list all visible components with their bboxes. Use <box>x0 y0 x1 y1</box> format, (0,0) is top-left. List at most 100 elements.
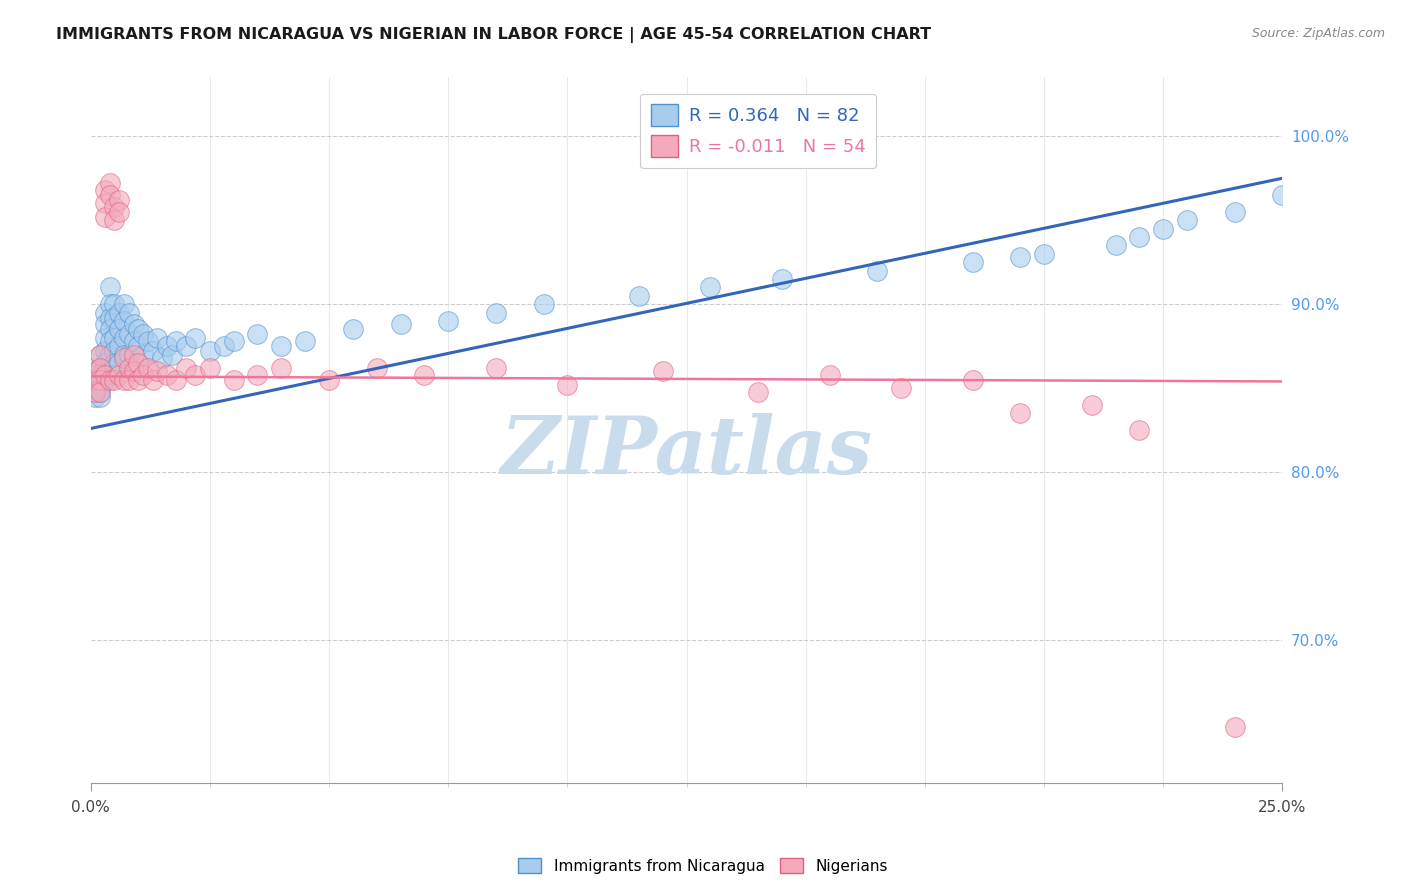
Point <box>366 361 388 376</box>
Point <box>174 339 197 353</box>
Point <box>122 348 145 362</box>
Point <box>103 356 125 370</box>
Point <box>94 210 117 224</box>
Point <box>627 289 650 303</box>
Point <box>156 368 179 382</box>
Point <box>103 344 125 359</box>
Point <box>122 356 145 370</box>
Point <box>94 318 117 332</box>
Point <box>127 356 149 370</box>
Point <box>818 368 841 382</box>
Point <box>103 373 125 387</box>
Point <box>222 373 245 387</box>
Point <box>112 373 135 387</box>
Point <box>485 361 508 376</box>
Point <box>112 348 135 362</box>
Point <box>94 356 117 370</box>
Point <box>89 361 111 376</box>
Point <box>246 327 269 342</box>
Point <box>156 339 179 353</box>
Point <box>132 327 155 342</box>
Point <box>94 368 117 382</box>
Point <box>89 361 111 376</box>
Point <box>103 297 125 311</box>
Point <box>89 381 111 395</box>
Point <box>108 204 131 219</box>
Point <box>142 373 165 387</box>
Point <box>122 334 145 348</box>
Point <box>118 327 141 342</box>
Point <box>890 381 912 395</box>
Point <box>132 368 155 382</box>
Point <box>1128 423 1150 437</box>
Point <box>118 373 141 387</box>
Point <box>198 344 221 359</box>
Point <box>89 348 111 362</box>
Point <box>866 263 889 277</box>
Point <box>533 297 555 311</box>
Point <box>962 373 984 387</box>
Point <box>318 373 340 387</box>
Point <box>127 322 149 336</box>
Point <box>89 373 111 387</box>
Point <box>89 368 111 382</box>
Text: IMMIGRANTS FROM NICARAGUA VS NIGERIAN IN LABOR FORCE | AGE 45-54 CORRELATION CHA: IMMIGRANTS FROM NICARAGUA VS NIGERIAN IN… <box>56 27 931 43</box>
Point <box>94 331 117 345</box>
Point <box>108 305 131 319</box>
Point <box>212 339 235 353</box>
Point <box>118 348 141 362</box>
Point <box>413 368 436 382</box>
Point <box>84 364 107 378</box>
Point <box>94 183 117 197</box>
Point <box>103 331 125 345</box>
Point <box>98 348 121 362</box>
Point <box>127 373 149 387</box>
Point <box>103 200 125 214</box>
Point <box>98 176 121 190</box>
Point <box>89 384 111 399</box>
Point <box>198 361 221 376</box>
Point <box>1223 204 1246 219</box>
Point <box>270 361 292 376</box>
Point <box>342 322 364 336</box>
Point <box>98 188 121 202</box>
Point <box>94 196 117 211</box>
Point <box>1128 230 1150 244</box>
Point <box>98 297 121 311</box>
Point <box>94 373 117 387</box>
Point <box>165 373 187 387</box>
Point <box>136 361 159 376</box>
Point <box>98 334 121 348</box>
Point <box>122 318 145 332</box>
Point <box>174 361 197 376</box>
Point <box>94 368 117 382</box>
Legend: Immigrants from Nicaragua, Nigerians: Immigrants from Nicaragua, Nigerians <box>512 852 894 880</box>
Point <box>1175 213 1198 227</box>
Point <box>142 344 165 359</box>
Point <box>98 373 121 387</box>
Point <box>160 348 183 362</box>
Point <box>1152 221 1174 235</box>
Point <box>98 310 121 325</box>
Point <box>89 348 111 362</box>
Point <box>84 384 107 399</box>
Point <box>84 377 107 392</box>
Point <box>747 384 769 399</box>
Point <box>103 310 125 325</box>
Point <box>127 339 149 353</box>
Point <box>1104 238 1126 252</box>
Point <box>112 351 135 365</box>
Point <box>651 364 673 378</box>
Point <box>108 368 131 382</box>
Point <box>1010 250 1032 264</box>
Point <box>270 339 292 353</box>
Point <box>112 314 135 328</box>
Point <box>1271 188 1294 202</box>
Legend: R = 0.364   N = 82, R = -0.011   N = 54: R = 0.364 N = 82, R = -0.011 N = 54 <box>640 94 876 169</box>
Point <box>98 322 121 336</box>
Point <box>84 384 107 399</box>
Point <box>389 318 412 332</box>
Point <box>437 314 460 328</box>
Point <box>118 361 141 376</box>
Point <box>98 280 121 294</box>
